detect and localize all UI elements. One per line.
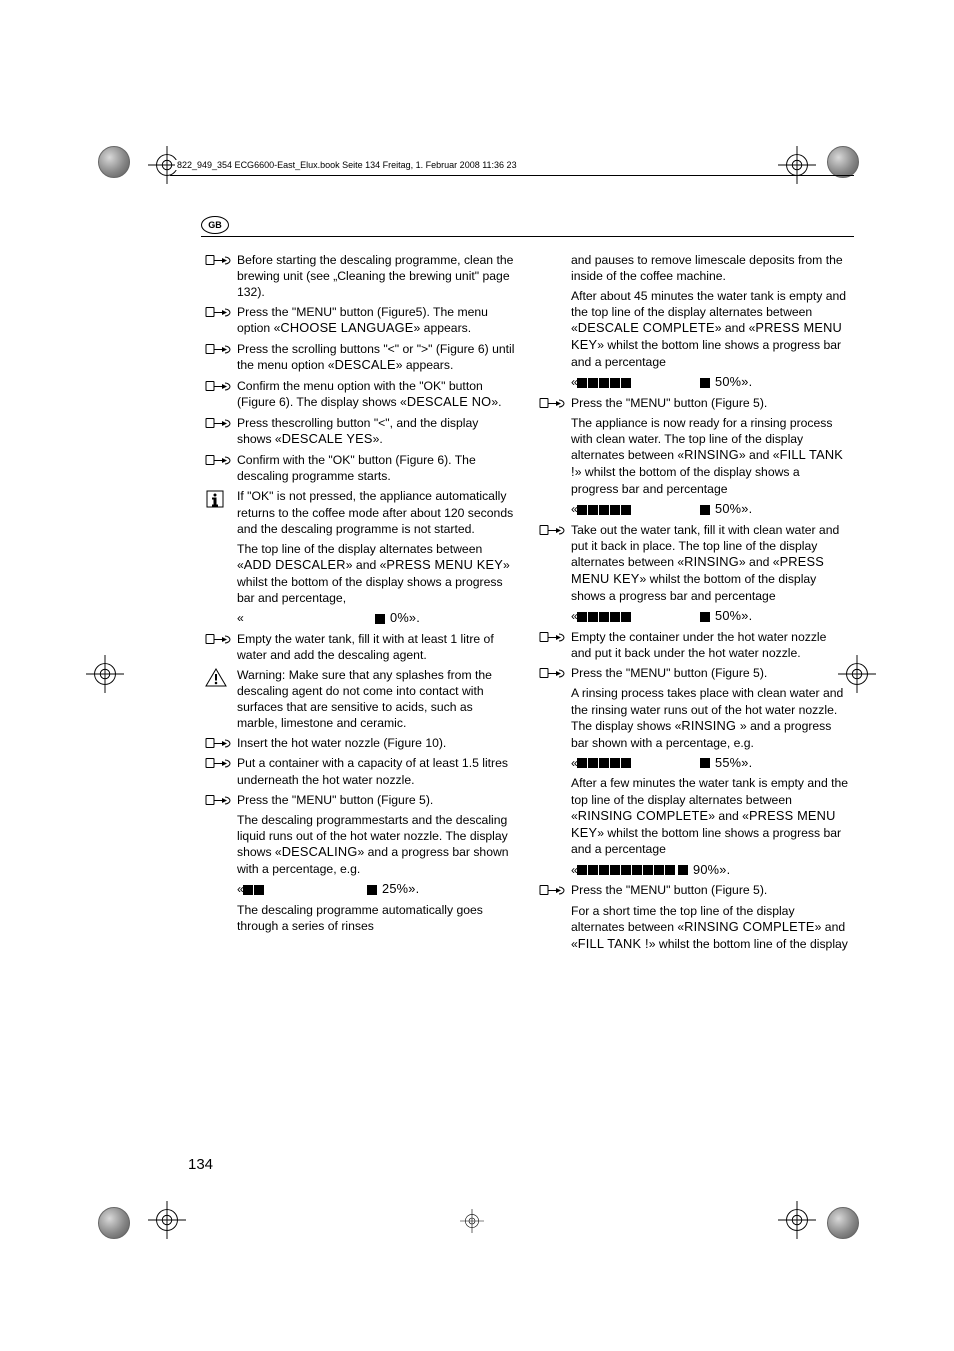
instruction-item: Press thescrolling button "<", and the d… xyxy=(205,415,515,448)
top-rule xyxy=(201,236,854,237)
paragraph: The descaling programmestarts and the de… xyxy=(237,812,515,877)
info-icon xyxy=(205,488,237,509)
header-rule xyxy=(170,175,854,176)
paragraph: After about 45 minutes the water tank is… xyxy=(571,288,849,370)
left-column: Before starting the descaling programme,… xyxy=(205,252,515,1151)
paragraph: The descaling programme automatically go… xyxy=(237,902,515,934)
hand-icon xyxy=(205,378,237,393)
instruction-text: Press the "MENU" button (Figure 5). xyxy=(571,882,849,898)
progress-bar-display: « 50%». xyxy=(571,608,849,625)
paragraph: After a few minutes the water tank is em… xyxy=(571,775,849,857)
instruction-item: Confirm with the "OK" button (Figure 6).… xyxy=(205,452,515,484)
hand-icon xyxy=(205,304,237,319)
instruction-item: Press the "MENU" button (Figure 5). xyxy=(539,395,849,411)
corner-ball xyxy=(98,146,130,178)
instruction-item: Press the scrolling buttons "<" or ">" (… xyxy=(205,341,515,374)
hand-icon xyxy=(539,665,571,680)
registration-mark xyxy=(148,1201,186,1239)
page-number: 134 xyxy=(188,1156,213,1173)
hand-icon xyxy=(205,252,237,267)
instruction-text: If "OK" is not pressed, the appliance au… xyxy=(237,488,515,536)
hand-icon xyxy=(205,735,237,750)
instruction-text: Press the "MENU" button (Figure 5). xyxy=(237,792,515,808)
content-columns: Before starting the descaling programme,… xyxy=(205,252,849,1151)
progress-bar-display: « 55%». xyxy=(571,755,849,772)
warn-icon xyxy=(205,667,237,688)
instruction-text: Insert the hot water nozzle (Figure 10). xyxy=(237,735,515,751)
header-doc-info: 822_949_354 ECG6600-East_Elux.book Seite… xyxy=(175,160,519,170)
corner-ball xyxy=(98,1207,130,1239)
hand-icon xyxy=(205,755,237,770)
progress-bar-display: « 50%». xyxy=(571,501,849,518)
hand-icon xyxy=(539,395,571,410)
paragraph: For a short time the top line of the dis… xyxy=(571,903,849,953)
hand-icon xyxy=(205,341,237,356)
instruction-text: Press the scrolling buttons "<" or ">" (… xyxy=(237,341,515,374)
instruction-item: Insert the hot water nozzle (Figure 10). xyxy=(205,735,515,751)
instruction-text: Put a container with a capacity of at le… xyxy=(237,755,515,787)
instruction-item: Put a container with a capacity of at le… xyxy=(205,755,515,787)
instruction-text: Press the "MENU" button (Figure 5). xyxy=(571,665,849,681)
hand-icon xyxy=(539,522,571,537)
page: 822_949_354 ECG6600-East_Elux.book Seite… xyxy=(0,0,954,1351)
instruction-text: Empty the water tank, fill it with at le… xyxy=(237,631,515,663)
instruction-text: Warning: Make sure that any splashes fro… xyxy=(237,667,515,731)
instruction-text: Empty the container under the hot water … xyxy=(571,629,849,661)
instruction-text: Confirm with the "OK" button (Figure 6).… xyxy=(237,452,515,484)
registration-mark xyxy=(778,1201,816,1239)
language-badge: GB xyxy=(201,216,229,234)
progress-bar-display: « 50%». xyxy=(571,374,849,391)
instruction-item: Empty the water tank, fill it with at le… xyxy=(205,631,515,663)
hand-icon xyxy=(539,882,571,897)
hand-icon xyxy=(205,415,237,430)
instruction-text: Confirm the menu option with the "OK" bu… xyxy=(237,378,515,411)
registration-mark xyxy=(86,655,124,693)
instruction-item: Press the "MENU" button (Figure 5). xyxy=(539,665,849,681)
registration-mark xyxy=(460,1209,484,1233)
hand-icon xyxy=(539,629,571,644)
corner-ball xyxy=(827,146,859,178)
corner-ball xyxy=(827,1207,859,1239)
paragraph: and pauses to remove limescale deposits … xyxy=(571,252,849,284)
instruction-text: Take out the water tank, fill it with cl… xyxy=(571,522,849,604)
instruction-item: If "OK" is not pressed, the appliance au… xyxy=(205,488,515,536)
progress-bar-display: « 90%». xyxy=(571,862,849,879)
instruction-item: Take out the water tank, fill it with cl… xyxy=(539,522,849,604)
hand-icon xyxy=(205,631,237,646)
registration-mark xyxy=(778,146,816,184)
hand-icon xyxy=(205,792,237,807)
instruction-text: Press thescrolling button "<", and the d… xyxy=(237,415,515,448)
instruction-text: Press the "MENU" button (Figure5). The m… xyxy=(237,304,515,337)
paragraph: The top line of the display alternates b… xyxy=(237,541,515,606)
progress-bar-display: « 0%». xyxy=(237,610,515,627)
hand-icon xyxy=(205,452,237,467)
instruction-text: Press the "MENU" button (Figure 5). xyxy=(571,395,849,411)
instruction-item: Warning: Make sure that any splashes fro… xyxy=(205,667,515,731)
paragraph: The appliance is now ready for a rinsing… xyxy=(571,415,849,497)
progress-bar-display: « 25%». xyxy=(237,881,515,898)
instruction-item: Press the "MENU" button (Figure5). The m… xyxy=(205,304,515,337)
instruction-item: Before starting the descaling programme,… xyxy=(205,252,515,300)
instruction-item: Confirm the menu option with the "OK" bu… xyxy=(205,378,515,411)
right-column: and pauses to remove limescale deposits … xyxy=(539,252,849,1151)
paragraph: A rinsing process takes place with clean… xyxy=(571,685,849,750)
instruction-text: Before starting the descaling programme,… xyxy=(237,252,515,300)
instruction-item: Press the "MENU" button (Figure 5). xyxy=(205,792,515,808)
instruction-item: Press the "MENU" button (Figure 5). xyxy=(539,882,849,898)
instruction-item: Empty the container under the hot water … xyxy=(539,629,849,661)
